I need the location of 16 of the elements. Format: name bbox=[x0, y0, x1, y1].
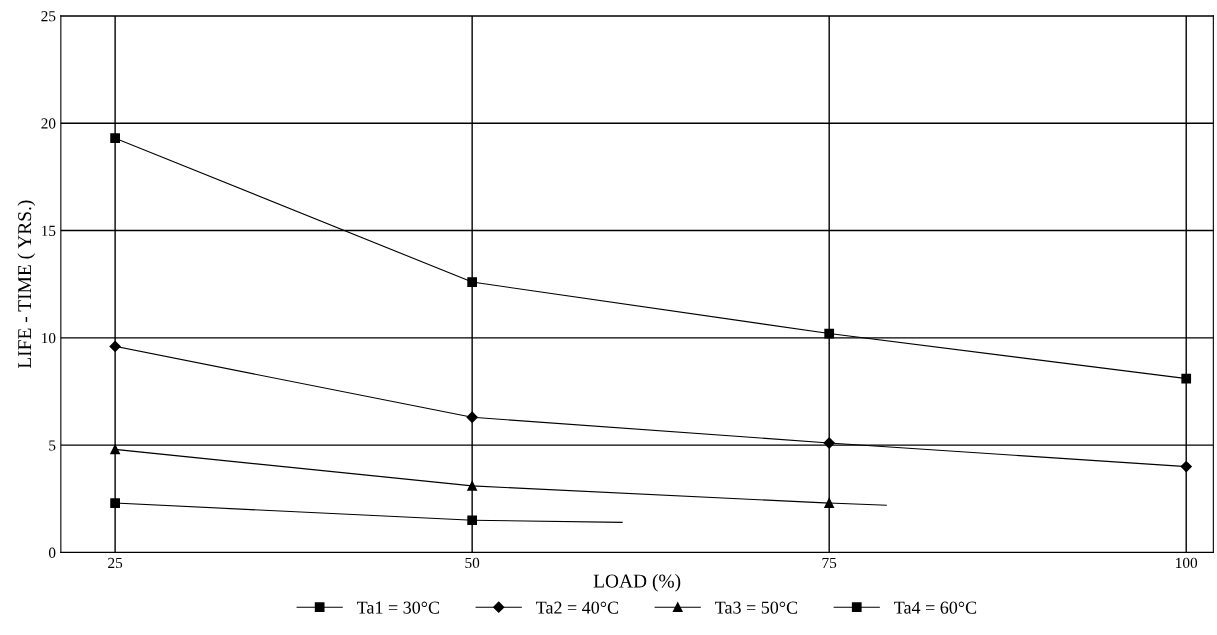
x-tick-label: 25 bbox=[108, 557, 123, 569]
legend-label: Ta4 = 60°C bbox=[894, 601, 977, 614]
legend-label: Ta2 = 40°C bbox=[536, 601, 619, 614]
x-tick-label: 75 bbox=[822, 557, 837, 569]
y-axis-title: LIFE - TIME ( YRS.) bbox=[17, 200, 36, 369]
y-tick-label: 15 bbox=[42, 225, 56, 236]
y-tick-label: 5 bbox=[49, 440, 56, 451]
x-axis-title: LOAD (%) bbox=[593, 573, 681, 592]
x-tick-label: 100 bbox=[1176, 557, 1198, 569]
y-tick-label: 25 bbox=[41, 11, 56, 22]
legend-label: Ta1 = 30°C bbox=[357, 601, 440, 614]
y-tick-label: 0 bbox=[48, 547, 56, 558]
y-tick-label: 20 bbox=[41, 118, 56, 129]
x-tick-label: 50 bbox=[465, 557, 480, 569]
y-tick-label: 10 bbox=[42, 332, 56, 344]
legend-label: Ta3 = 50°C bbox=[715, 601, 798, 614]
